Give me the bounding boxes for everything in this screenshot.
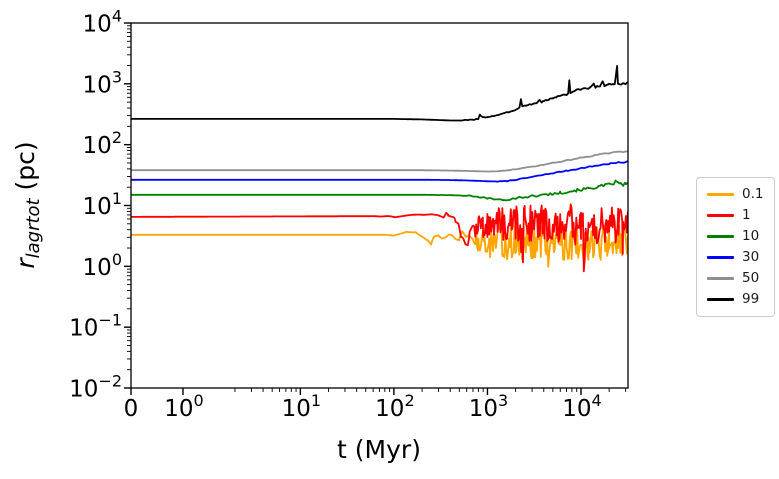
y-tick-label: 10−2 <box>69 372 122 403</box>
y-tick-label: 101 <box>83 189 122 220</box>
legend-label: 10 <box>742 228 760 244</box>
axis-ticks <box>124 22 627 395</box>
legend-label: 99 <box>742 291 760 307</box>
series-line-99 <box>131 65 628 122</box>
legend-label: 50 <box>742 270 760 286</box>
series-line-1 <box>131 203 628 273</box>
legend-line-swatch <box>707 256 734 259</box>
legend: 0.1 1 10 30 50 99 <box>696 177 775 317</box>
legend-line-swatch <box>707 214 734 217</box>
x-tick-label: 103 <box>469 391 508 422</box>
y-tick-label: 100 <box>83 250 122 281</box>
y-tick-label: 103 <box>83 67 122 98</box>
y-tick-label: 104 <box>83 7 122 38</box>
legend-line-swatch <box>707 298 734 301</box>
data-series <box>131 65 628 273</box>
x-tick-label: 101 <box>282 391 321 422</box>
legend-item: 1 <box>707 208 765 223</box>
y-tick-label: 10−1 <box>69 311 122 342</box>
legend-item: 10 <box>707 229 765 244</box>
legend-item: 0.1 <box>707 187 765 202</box>
legend-line-swatch <box>707 277 734 280</box>
series-line-50 <box>131 150 628 173</box>
legend-label: 1 <box>742 207 751 223</box>
legend-label: 0.1 <box>742 186 764 202</box>
legend-line-swatch <box>707 235 734 238</box>
legend-item: 30 <box>707 250 765 265</box>
legend-label: 30 <box>742 249 760 265</box>
x-tick-label: 102 <box>375 391 414 422</box>
x-tick-label: 104 <box>562 391 601 422</box>
series-line-0.1 <box>131 223 628 268</box>
y-tick-label: 102 <box>83 128 122 159</box>
x-tick-label: 100 <box>164 391 203 422</box>
axis-tick-labels: 104 103 102 101 100 10−1 10−20 100 101 102 103 104 <box>69 7 602 423</box>
series-line-10 <box>131 179 628 202</box>
x-axis-label: t (Myr) <box>337 435 421 464</box>
legend-item: 99 <box>707 292 765 307</box>
plot-frame <box>130 22 629 389</box>
legend-line-swatch <box>707 193 734 196</box>
legend-item: 50 <box>707 271 765 286</box>
series-line-30 <box>131 160 628 183</box>
x-tick-label: 0 <box>124 396 139 422</box>
y-axis-label: rlagrtot (pc) <box>11 141 44 268</box>
